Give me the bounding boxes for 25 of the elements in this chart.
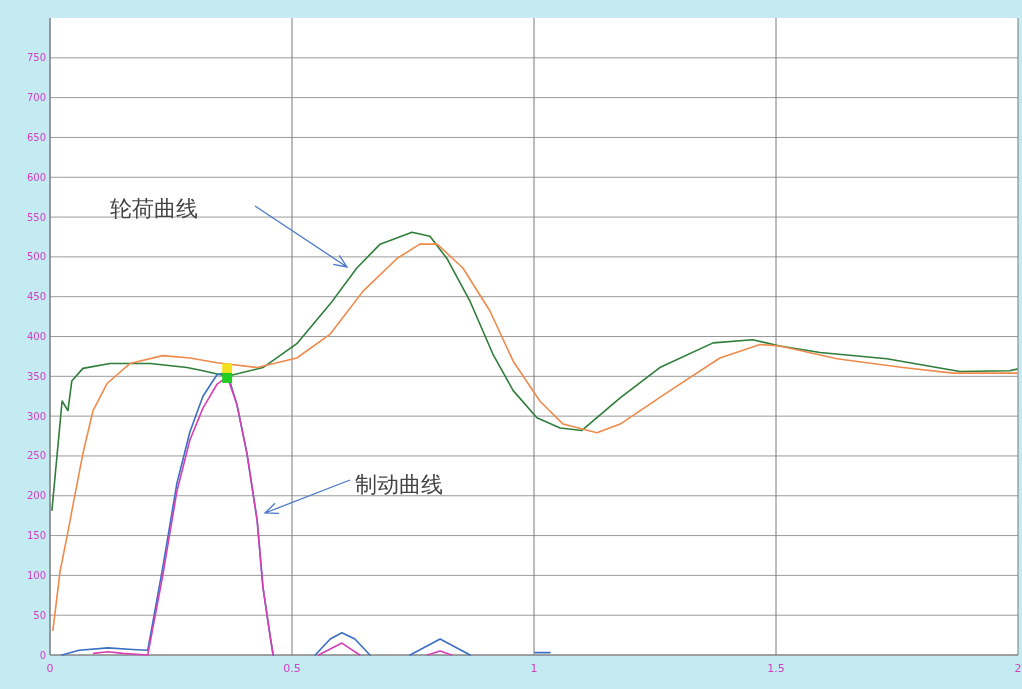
x-tick-label: 0: [46, 662, 54, 675]
y-tick-label: 500: [26, 251, 46, 263]
y-tick-label: 750: [26, 52, 46, 64]
annotation: 轮荷曲线: [110, 196, 198, 221]
y-tick-label: 300: [26, 410, 46, 422]
y-tick-label: 150: [26, 530, 46, 542]
y-tick-label: 50: [33, 609, 46, 621]
x-tick-label: 1: [530, 662, 538, 675]
x-tick-label: 1.5: [767, 662, 785, 675]
line-series: [51, 231, 1018, 511]
x-tick-label: 0.5: [283, 662, 301, 675]
line-series: [52, 243, 1018, 632]
y-tick-label: 0: [39, 649, 46, 661]
y-tick-label: 450: [26, 291, 46, 303]
y-tick-label: 100: [26, 569, 46, 581]
y-tick-label: 200: [26, 490, 46, 502]
y-tick-label: 400: [26, 331, 46, 342]
annotation: 制动曲线: [355, 472, 443, 497]
y-tick-label: 350: [26, 370, 46, 382]
y-tick-label: 600: [26, 171, 46, 183]
y-tick-label: 550: [26, 211, 46, 223]
y-tick-label: 250: [26, 450, 46, 462]
x-tick-label: 2: [1014, 662, 1022, 675]
y-tick-label: 700: [26, 92, 46, 104]
y-tick-label: 650: [26, 131, 46, 143]
